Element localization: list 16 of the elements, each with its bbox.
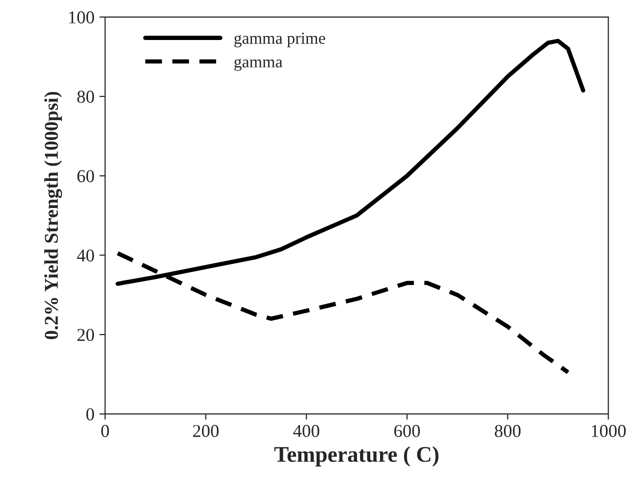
legend-label: gamma prime — [234, 32, 326, 48]
y-tick-label: 60 — [77, 170, 94, 182]
x-tick-label: 0 — [101, 424, 109, 438]
y-tick-label: 80 — [77, 90, 94, 103]
y-tick-label: 0 — [86, 408, 94, 420]
legend-label: gamma — [234, 58, 282, 71]
x-tick-label: 1000 — [592, 424, 626, 438]
x-tick-label: 200 — [193, 424, 219, 438]
x-axis-title: Temperature ( C) — [274, 446, 438, 466]
y-tick-label: 100 — [69, 11, 94, 24]
y-tick-label: 20 — [77, 328, 94, 342]
y-tick-label: 40 — [76, 249, 94, 262]
x-tick-label: 600 — [394, 424, 420, 438]
y-axis-title: 0.2% Yield Strength (1000psi) — [44, 92, 62, 340]
x-tick-label: 400 — [293, 424, 320, 438]
x-tick-label: 800 — [494, 424, 521, 438]
